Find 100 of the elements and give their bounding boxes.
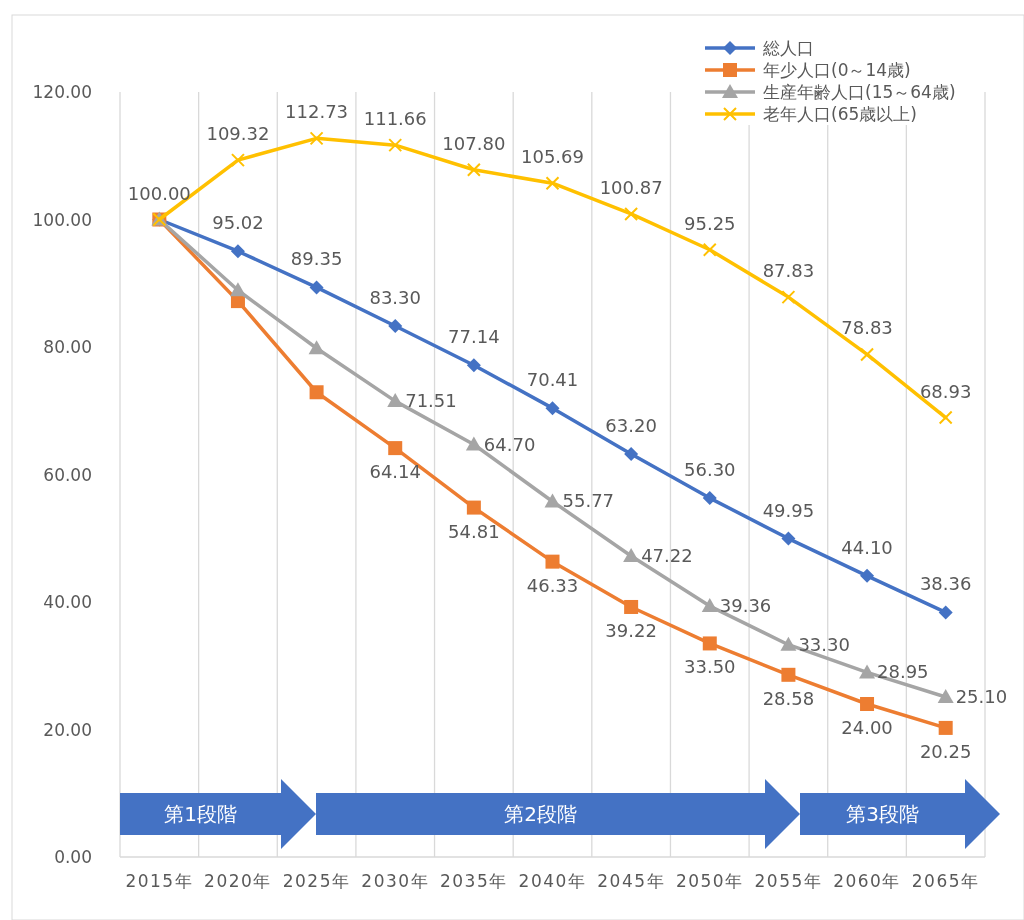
data-label: 24.00 (841, 717, 893, 738)
data-label: 55.77 (562, 490, 615, 512)
data-label: 100.00 (127, 182, 191, 204)
data-label: 63.20 (605, 415, 657, 437)
x-tick-label: 2035年 (439, 871, 508, 891)
data-label: 111.66 (363, 108, 427, 130)
legend-label: 年少人口(0～14歳) (763, 60, 911, 80)
data-label: 105.69 (521, 146, 584, 168)
data-label: 38.36 (919, 573, 972, 595)
point (781, 667, 796, 682)
data-label: 46.33 (526, 574, 579, 596)
x-tick-label: 2060年 (833, 871, 901, 891)
point (937, 688, 954, 703)
data-label: 28.95 (877, 661, 929, 683)
data-label: 112.73 (285, 101, 349, 123)
data-label: 100.87 (599, 176, 663, 198)
x-tick-label: 2045年 (597, 871, 666, 891)
y-tick-label: 100.00 (32, 209, 92, 230)
point (309, 280, 324, 295)
point (780, 636, 797, 651)
point (466, 500, 481, 515)
data-label: 107.80 (442, 132, 506, 154)
data-label: 89.35 (290, 248, 343, 270)
point (466, 358, 481, 373)
y-tick-label: 80.00 (43, 337, 92, 357)
data-label: 20.25 (919, 740, 972, 762)
point (624, 599, 639, 614)
point (388, 138, 403, 153)
data-label: 47.22 (641, 544, 693, 566)
data-label: 49.95 (762, 499, 815, 521)
data-label: 39.36 (719, 595, 772, 617)
y-tick-label: 60.00 (43, 464, 92, 485)
point (230, 244, 245, 259)
point (230, 153, 245, 168)
data-label: 54.81 (448, 520, 500, 542)
x-tick-label: 2055年 (754, 871, 823, 891)
picture-arrow: 第1段階 (120, 779, 316, 849)
point (701, 598, 718, 613)
data-label: 56.30 (684, 459, 736, 481)
x-tick-label: 2040年 (518, 871, 587, 891)
point (624, 206, 639, 221)
data-label: 33.30 (798, 633, 850, 655)
point (938, 605, 953, 620)
point (544, 493, 561, 508)
legend-label: 総人口 (762, 38, 814, 58)
data-label: 77.14 (448, 326, 500, 348)
data-label: 68.93 (919, 380, 972, 402)
legend-label: 老年人口(65歳以上) (763, 104, 917, 124)
x-tick-label: 2030年 (361, 871, 430, 891)
point (781, 531, 796, 546)
point (545, 176, 560, 191)
point (465, 436, 482, 451)
point (860, 347, 875, 362)
point (781, 290, 796, 305)
y-tick-label: 20.00 (43, 719, 92, 740)
data-label: 95.25 (684, 212, 736, 234)
data-label: 95.02 (212, 212, 264, 234)
data-label: 25.10 (955, 685, 1008, 707)
annotation: 第1段階 (164, 802, 237, 826)
data-label: 78.83 (841, 317, 893, 339)
data-label: 64.70 (483, 433, 536, 455)
data-label: 71.51 (405, 390, 457, 412)
x-tick-label: 2025年 (282, 871, 351, 891)
x-tick-label: 2015年 (125, 871, 194, 891)
x-tick-label: 2050年 (675, 871, 744, 891)
annotation: 第2段階 (504, 802, 577, 826)
point (388, 441, 403, 456)
point (545, 554, 560, 569)
point (466, 162, 481, 177)
point (545, 401, 560, 416)
point (624, 447, 639, 462)
point (938, 410, 953, 425)
data-label: 87.83 (762, 260, 815, 282)
point (308, 340, 325, 355)
point (938, 720, 953, 735)
point (860, 568, 875, 583)
legend-label: 生産年齢人口(15～64歳) (763, 82, 956, 102)
data-label: 33.50 (684, 656, 736, 678)
data-label: 83.30 (369, 286, 421, 308)
y-tick-label: 0.00 (54, 847, 92, 867)
data-label: 109.32 (206, 123, 270, 145)
picture-arrow: 第2段階 (316, 779, 800, 849)
point (702, 242, 717, 257)
point (387, 393, 404, 408)
annotation: 第3段階 (846, 802, 919, 826)
point (702, 636, 717, 651)
data-label: 64.14 (369, 461, 421, 483)
data-label: 39.22 (605, 619, 657, 641)
y-tick-label: 40.00 (43, 592, 92, 612)
point (309, 385, 324, 400)
point (309, 131, 324, 146)
data-label: 28.58 (762, 687, 815, 709)
picture-arrow: 第3段階 (800, 779, 1000, 849)
point (229, 282, 246, 297)
point (859, 664, 876, 679)
data-label: 70.41 (526, 369, 579, 391)
point (860, 697, 875, 711)
data-label: 44.10 (841, 536, 893, 558)
point (388, 318, 403, 333)
x-tick-label: 2020年 (204, 871, 272, 891)
